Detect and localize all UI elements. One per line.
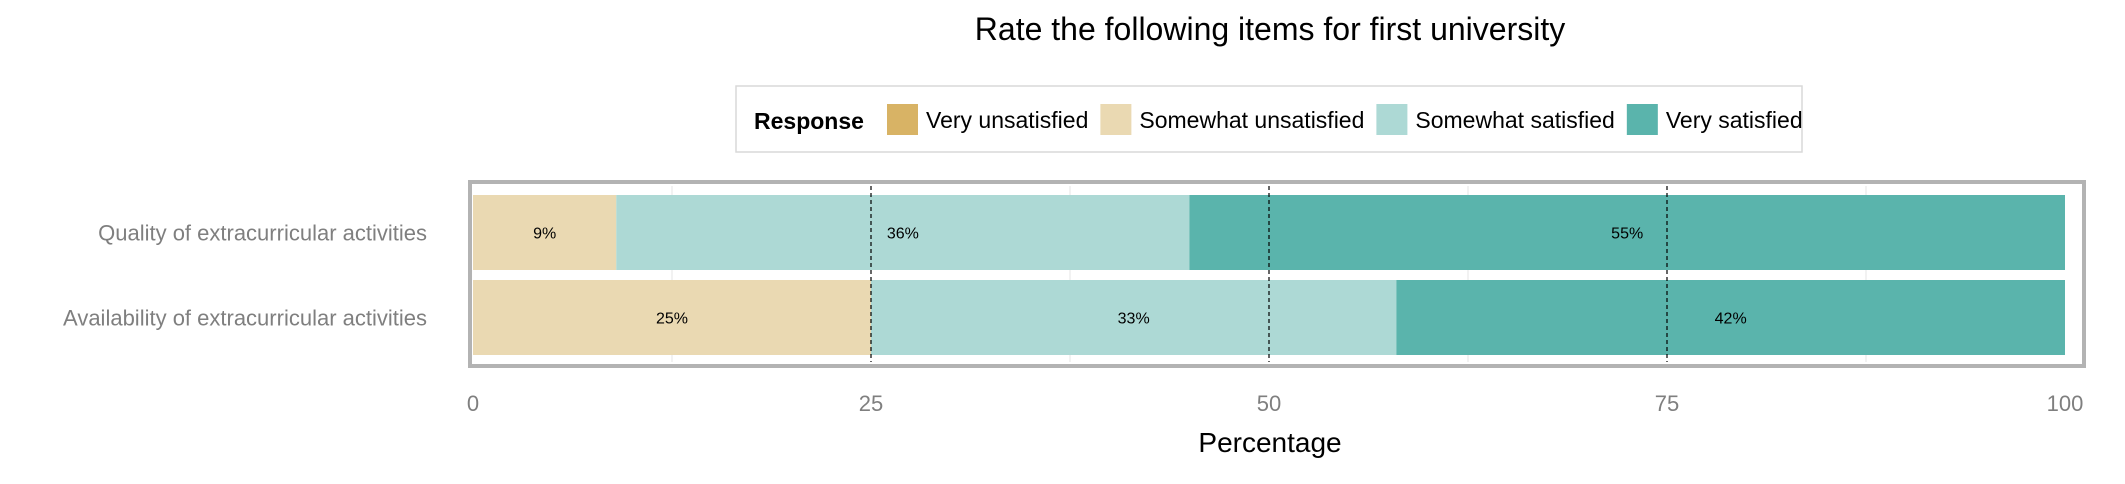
legend-label: Very unsatisfied xyxy=(926,107,1088,133)
x-tick-label: 50 xyxy=(1257,391,1281,416)
x-axis-label: Percentage xyxy=(1198,427,1341,458)
plot-panel: 9% 36% 55% 25% 33% 42% xyxy=(468,180,2086,368)
bar-segment xyxy=(871,280,1397,355)
bar-segment xyxy=(616,195,1190,270)
x-tick-label: 75 xyxy=(1655,391,1679,416)
panel-border xyxy=(468,180,2086,368)
bar-segment xyxy=(473,280,871,355)
y-tick-label: Availability of extracurricular activiti… xyxy=(63,306,427,331)
bar-data-label: 55% xyxy=(1611,226,1643,243)
legend-key xyxy=(1626,104,1658,135)
legend-key xyxy=(1376,104,1408,135)
x-tick-label: 0 xyxy=(467,391,479,416)
bar-segment xyxy=(1396,280,2065,355)
legend-title: Response xyxy=(754,108,864,134)
legend-label: Somewhat satisfied xyxy=(1415,107,1614,133)
bar-data-label: 33% xyxy=(1118,311,1150,328)
bar-data-label: 42% xyxy=(1715,311,1747,328)
legend-key xyxy=(1100,104,1132,135)
bar-data-label: 25% xyxy=(656,311,688,328)
legend-label: Somewhat unsatisfied xyxy=(1139,107,1364,133)
legend-label: Very satisfied xyxy=(1666,107,1803,133)
x-tick-label: 100 xyxy=(2047,391,2084,416)
legend-key xyxy=(887,104,918,135)
bar-segment xyxy=(473,195,617,270)
bar-segment xyxy=(1189,195,2065,270)
y-tick-label: Quality of extracurricular activities xyxy=(98,221,427,246)
legend: Response Very unsatisfied Somewhat unsati… xyxy=(735,85,1803,153)
chart-title: Rate the following items for first unive… xyxy=(975,11,1565,47)
bar-data-label: 9% xyxy=(533,226,556,243)
bar-data-label: 36% xyxy=(887,226,919,243)
x-tick-label: 25 xyxy=(859,391,883,416)
